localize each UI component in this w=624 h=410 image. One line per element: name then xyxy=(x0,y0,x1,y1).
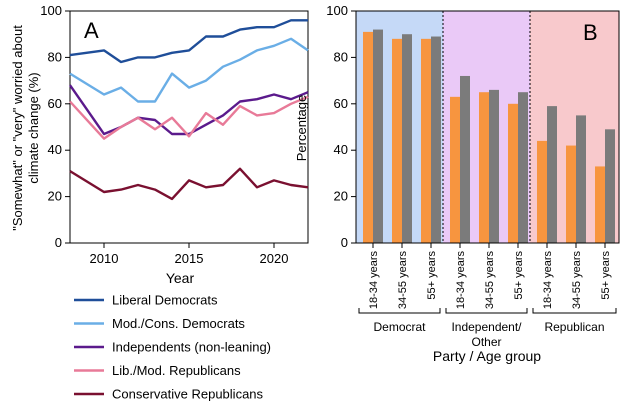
legend-label: Mod./Cons. Democrats xyxy=(112,316,245,331)
panel-b-ytick-label: 20 xyxy=(334,189,348,204)
bar-gray xyxy=(547,106,557,244)
panel-b-bar-chart: 0 20 40 60 80 100 18-34 years 34-55 years 55+ y… xyxy=(294,3,620,364)
panel-a-legend: Liberal Democrats Mod./Cons. Democrats Ind… xyxy=(74,293,271,402)
bar-gray xyxy=(402,34,412,244)
panel-b-xtick-label: 18-34 years xyxy=(368,251,380,310)
panel-b-xtick-label: 34-55 years xyxy=(571,251,583,310)
series-line-mod-cons-democrats xyxy=(69,37,309,103)
legend-label: Conservative Republicans xyxy=(112,387,264,402)
series-line-liberal-democrats xyxy=(69,19,308,64)
legend-label: Liberal Democrats xyxy=(112,293,218,308)
panel-b-ytick-label: 40 xyxy=(334,142,348,157)
panel-a-xtick-label: 2015 xyxy=(175,251,204,266)
panel-a-label: A xyxy=(84,18,99,43)
bar-orange xyxy=(450,96,460,243)
panel-a-ylabel-line2: climate change (%) xyxy=(26,72,41,183)
panel-b-label: B xyxy=(583,20,598,45)
bar-orange xyxy=(537,140,547,243)
panel-a-ytick-label: 40 xyxy=(48,142,62,157)
bar-orange xyxy=(392,38,402,244)
panel-b-xtick-label: 18-34 years xyxy=(542,251,554,310)
panel-b-ytick-label: 80 xyxy=(334,49,348,64)
panel-a-ytick-label: 60 xyxy=(48,96,62,111)
panel-a-ytick-label: 0 xyxy=(55,235,62,250)
panel-b-xtick-label: 18-34 years xyxy=(455,251,467,310)
group-bracket xyxy=(532,308,617,314)
panel-b-ytick-label: 60 xyxy=(334,96,348,111)
panel-a-ylabel-line1: "Somewhat" or "very" worried about xyxy=(10,25,25,231)
legend-label: Lib./Mod. Republicans xyxy=(112,363,241,378)
bar-orange xyxy=(566,145,576,243)
series-line-conservative-republicans xyxy=(69,167,309,201)
group-bracket xyxy=(445,308,528,314)
bar-gray xyxy=(518,92,528,243)
group-bracket xyxy=(358,308,441,314)
bar-orange xyxy=(595,166,605,243)
group-label: Other xyxy=(471,335,501,349)
panel-b-xlabel: Party / Age group xyxy=(433,348,541,364)
series-line-lib-mod-republicans xyxy=(69,95,309,140)
legend-label: Independents (non-leaning) xyxy=(112,340,271,355)
bar-gray xyxy=(431,36,441,243)
bar-gray xyxy=(576,115,586,243)
panel-b-xtick-label: 34-55 years xyxy=(397,251,409,310)
bar-orange xyxy=(508,103,518,243)
panel-b-xtick-label: 55+ years xyxy=(600,251,612,300)
panel-b-ylabel: Percentage xyxy=(294,95,309,162)
panel-a-line-chart: 0 20 40 60 80 100 2010 2015 2020 A Year "Somewh… xyxy=(10,3,309,402)
group-label: Republican xyxy=(544,320,604,334)
panel-a-xtick-label: 2020 xyxy=(260,251,289,266)
bar-gray xyxy=(489,89,499,243)
panel-a-xtick-label: 2010 xyxy=(90,251,119,266)
bar-gray xyxy=(460,75,470,244)
panel-a-ytick-label: 20 xyxy=(48,189,62,204)
group-label: Democrat xyxy=(373,320,426,334)
group-label: Independent/ xyxy=(451,320,522,334)
bar-orange xyxy=(421,38,431,244)
panel-b-xtick-label: 55+ years xyxy=(513,251,525,300)
bar-gray xyxy=(373,29,383,244)
panel-a-ytick-label: 80 xyxy=(48,49,62,64)
bar-orange xyxy=(363,31,373,243)
panel-b-xtick-label: 34-55 years xyxy=(484,251,496,310)
panel-b-plot-frame xyxy=(355,10,620,244)
panel-a-xlabel: Year xyxy=(166,270,195,286)
panel-b-xtick-label: 55+ years xyxy=(426,251,438,300)
panel-b-ytick-label: 100 xyxy=(326,3,348,18)
bar-gray xyxy=(605,129,615,243)
panel-a-ytick-label: 100 xyxy=(40,3,62,18)
bar-orange xyxy=(479,92,489,243)
panel-b-ytick-label: 0 xyxy=(341,235,348,250)
